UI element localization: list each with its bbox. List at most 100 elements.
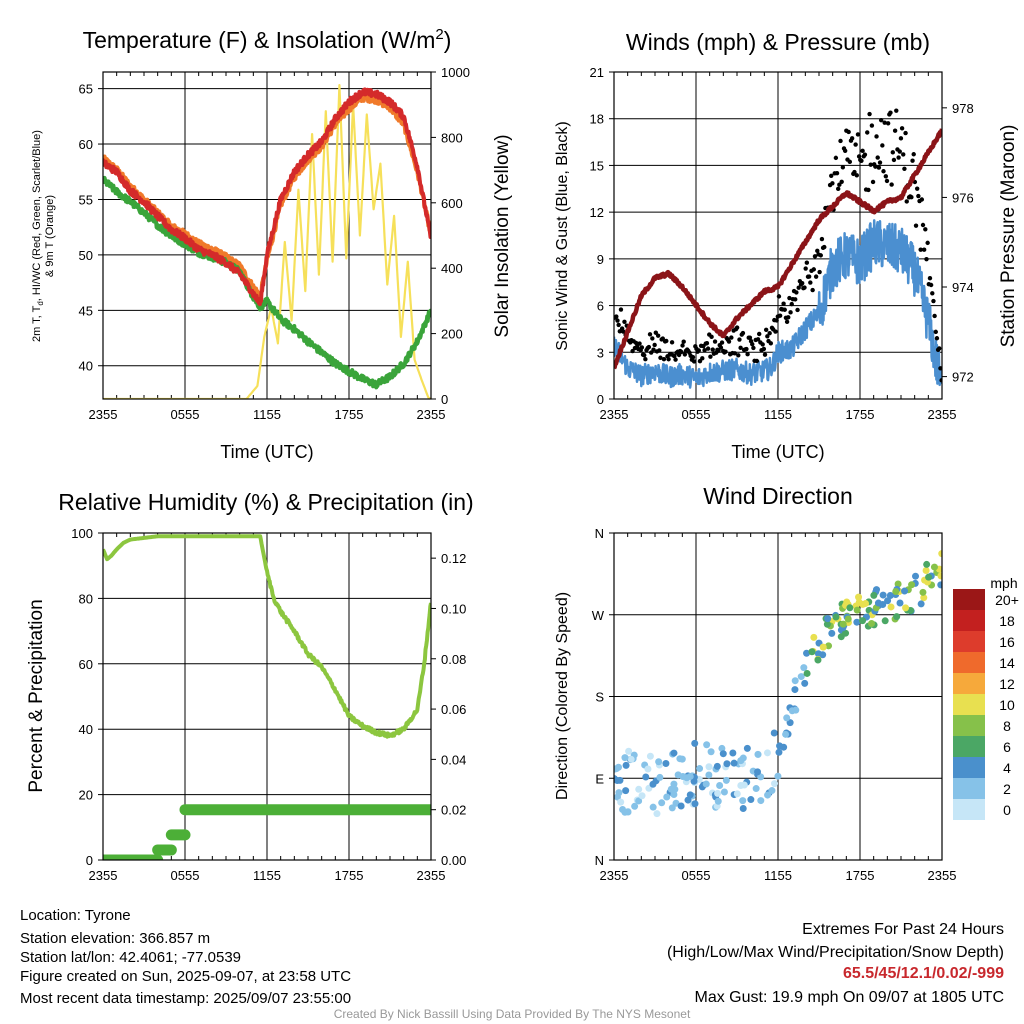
wind-gust-point (761, 346, 767, 352)
dir-xtick-label: 0555 (682, 868, 711, 883)
dir-point (690, 777, 698, 785)
dir-point (757, 773, 765, 781)
wind-gust-point (875, 155, 880, 160)
wind-gust-point (704, 340, 710, 346)
wind-gust-point (729, 335, 734, 340)
wind-border (613, 71, 943, 400)
dir-point (655, 758, 663, 766)
dir-point (672, 799, 680, 807)
wind-gust-point (811, 267, 817, 272)
wind-gust-point (700, 356, 705, 361)
temp-ytick-label: 65 (79, 82, 93, 97)
dir-point (707, 748, 715, 756)
legend-swatch (953, 799, 985, 820)
dir-point (879, 600, 887, 608)
wind-gust-point (810, 287, 815, 293)
dir-point (747, 796, 755, 804)
wind-chart-title: Winds (mph) & Pressure (mb) (626, 29, 930, 55)
dir-point (763, 749, 771, 757)
dir-point (615, 789, 623, 797)
dir-point (644, 765, 652, 773)
dir-ytick-label: E (595, 771, 604, 786)
wind-gust-point (888, 110, 893, 115)
rh-y2tick-label: 0.00 (441, 853, 466, 868)
wind-gust-point (813, 274, 819, 279)
wind-gust-point (928, 282, 934, 288)
legend-label: 2 (1003, 781, 1011, 797)
legend-swatch (953, 694, 985, 715)
wind-gust-point (819, 236, 825, 242)
wind-gust-point (877, 160, 883, 165)
temp-ytick-label: 40 (79, 359, 93, 374)
dir-point (853, 606, 861, 614)
dir-point (635, 785, 643, 793)
wind-gust-point (657, 348, 662, 353)
wind-gust-point (931, 298, 936, 304)
wind-gust-point (885, 121, 891, 126)
dir-point (723, 760, 731, 768)
dir-point (642, 773, 650, 781)
rh-ytick-label: 60 (79, 657, 93, 672)
temp-y2tick-label: 200 (441, 327, 463, 342)
rh-series-group (103, 534, 431, 860)
dir-point (714, 789, 722, 797)
wind-gust-point (916, 193, 921, 199)
wind-gust-point (750, 342, 755, 347)
wind-gust-point (680, 343, 685, 348)
wind-xtick-label: 1755 (846, 407, 875, 422)
wind-gust-point (786, 315, 791, 320)
temp-ylabel-line2: & 9m T (Orange) (44, 195, 56, 277)
credit-text: Created By Nick Bassill Using Data Provi… (333, 1007, 691, 1021)
created-text: Figure created on Sun, 2025-09-07, at 23… (20, 968, 352, 985)
wind-gust-point (719, 340, 725, 345)
dir-point (894, 580, 902, 588)
wind-gust-point (862, 152, 868, 157)
dir-point (696, 765, 704, 773)
wind-gust-point (934, 336, 940, 341)
latlon-text: Station lat/lon: 42.4061; -77.0539 (20, 949, 242, 966)
wind-gust-point (726, 339, 732, 344)
dir-point (925, 573, 933, 581)
wind-gust-point (702, 347, 707, 353)
wind-gust-point (918, 247, 923, 252)
wind-gust-point (854, 173, 859, 178)
temp-ytick-label: 45 (79, 303, 93, 318)
dir-point (825, 642, 833, 650)
wind-gust-point (643, 357, 648, 362)
wind-y2tick-label: 976 (952, 190, 974, 205)
dir-point (722, 776, 730, 784)
dir-point (768, 787, 776, 795)
dir-point (714, 797, 722, 805)
wind-gust-point (760, 342, 765, 347)
wind-gust-point (774, 318, 779, 323)
wind-gust-point (737, 337, 742, 342)
dir-point (771, 780, 779, 788)
wind-gust-point (773, 329, 778, 334)
dir-point (705, 763, 713, 771)
wind-gust-point (615, 318, 620, 323)
dir-point (703, 741, 711, 749)
wind-gust-point (647, 332, 653, 337)
dir-point (752, 785, 760, 793)
wind-gust-point (937, 346, 942, 351)
dir-border (613, 532, 943, 861)
dir-point (691, 800, 699, 808)
dir-point (739, 797, 747, 805)
wind-gust-point (818, 253, 823, 258)
dir-point (614, 765, 621, 773)
dir-point (792, 706, 800, 714)
wind-gust-point (837, 182, 842, 187)
dir-point (713, 762, 721, 770)
wind-gust-point (651, 347, 656, 352)
dir-point (656, 773, 664, 781)
wind-gust-point (870, 179, 876, 185)
dir-point (855, 593, 863, 601)
wind-gust-point (782, 307, 787, 312)
dir-ytick-label: W (592, 608, 605, 623)
wind-gust-point (614, 314, 619, 319)
wind-gust-point (802, 285, 807, 290)
dir-point (719, 750, 727, 758)
dir-point (668, 804, 676, 812)
wind-gust-point (642, 352, 647, 358)
wind-y2tick-label: 974 (952, 280, 974, 295)
